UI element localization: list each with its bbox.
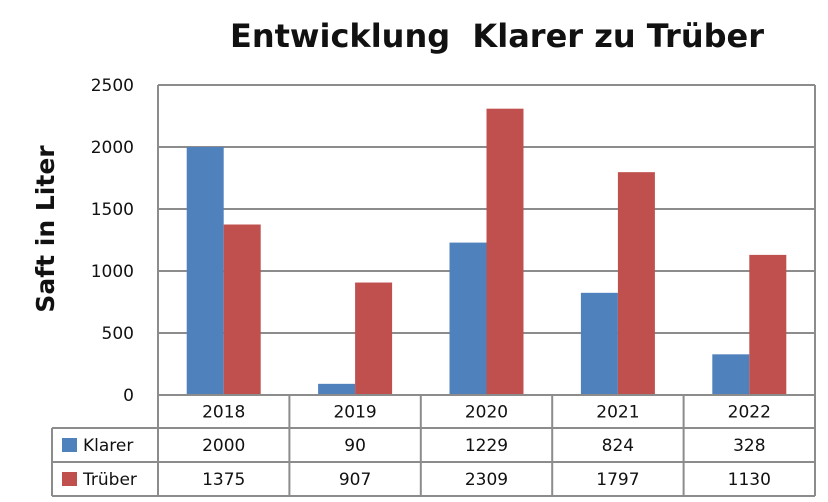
- legend-swatch: [62, 438, 77, 452]
- table-value-cell: 1229: [465, 436, 508, 456]
- table-value-cell: 824: [602, 436, 634, 456]
- bar-klarer: [449, 242, 487, 395]
- axes: [157, 85, 816, 395]
- bar-tr-ber: [355, 282, 393, 395]
- y-axis-ticks: 0 500 1000 1500 2000 2500: [91, 76, 134, 406]
- y-tick-label: 1500: [91, 200, 134, 220]
- legend-label: Klarer: [83, 436, 133, 456]
- x-category-label: 2019: [333, 403, 376, 423]
- bar-klarer: [580, 292, 618, 395]
- bar-tr-ber: [749, 254, 787, 395]
- table-value-cell: 907: [339, 470, 371, 490]
- table-value-cell: 1375: [202, 470, 245, 490]
- table-value-cell: 328: [733, 436, 765, 456]
- chart-title: Entwicklung Klarer zu Trüber: [230, 17, 764, 55]
- table-value-cell: 90: [344, 436, 366, 456]
- legend-swatch: [62, 472, 77, 486]
- y-tick-label: 500: [102, 324, 134, 344]
- x-category-label: 2022: [728, 403, 771, 423]
- table-value-cell: 2309: [465, 470, 508, 490]
- x-category-label: 2018: [202, 403, 245, 423]
- x-category-label: 2021: [596, 403, 639, 423]
- data-table: 2018 2019 2020 2021 2022 Klarer 2000 90 1229 824 3…: [51, 394, 816, 497]
- table-value-cell: 1130: [728, 470, 771, 490]
- bar-klarer: [318, 383, 356, 395]
- x-category-label: 2020: [465, 403, 508, 423]
- bar-tr-ber: [486, 108, 524, 396]
- bar-klarer: [186, 147, 224, 395]
- y-tick-label: 2000: [91, 138, 134, 158]
- table-value-cell: 1797: [596, 470, 639, 490]
- y-tick-label: 0: [123, 386, 134, 406]
- y-tick-label: 1000: [91, 262, 134, 282]
- bars: [186, 108, 787, 396]
- bar-klarer: [712, 354, 750, 395]
- y-tick-label: 2500: [91, 76, 134, 96]
- y-axis-label: Saft in Liter: [31, 145, 60, 313]
- bar-tr-ber: [223, 224, 261, 395]
- bar-tr-ber: [617, 172, 655, 395]
- legend-label: Trüber: [82, 470, 137, 490]
- table-value-cell: 2000: [202, 436, 245, 456]
